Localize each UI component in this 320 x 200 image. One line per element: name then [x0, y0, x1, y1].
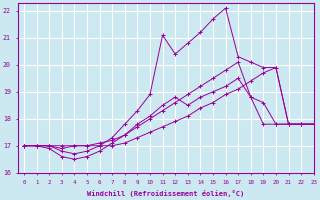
X-axis label: Windchill (Refroidissement éolien,°C): Windchill (Refroidissement éolien,°C) — [87, 190, 244, 197]
